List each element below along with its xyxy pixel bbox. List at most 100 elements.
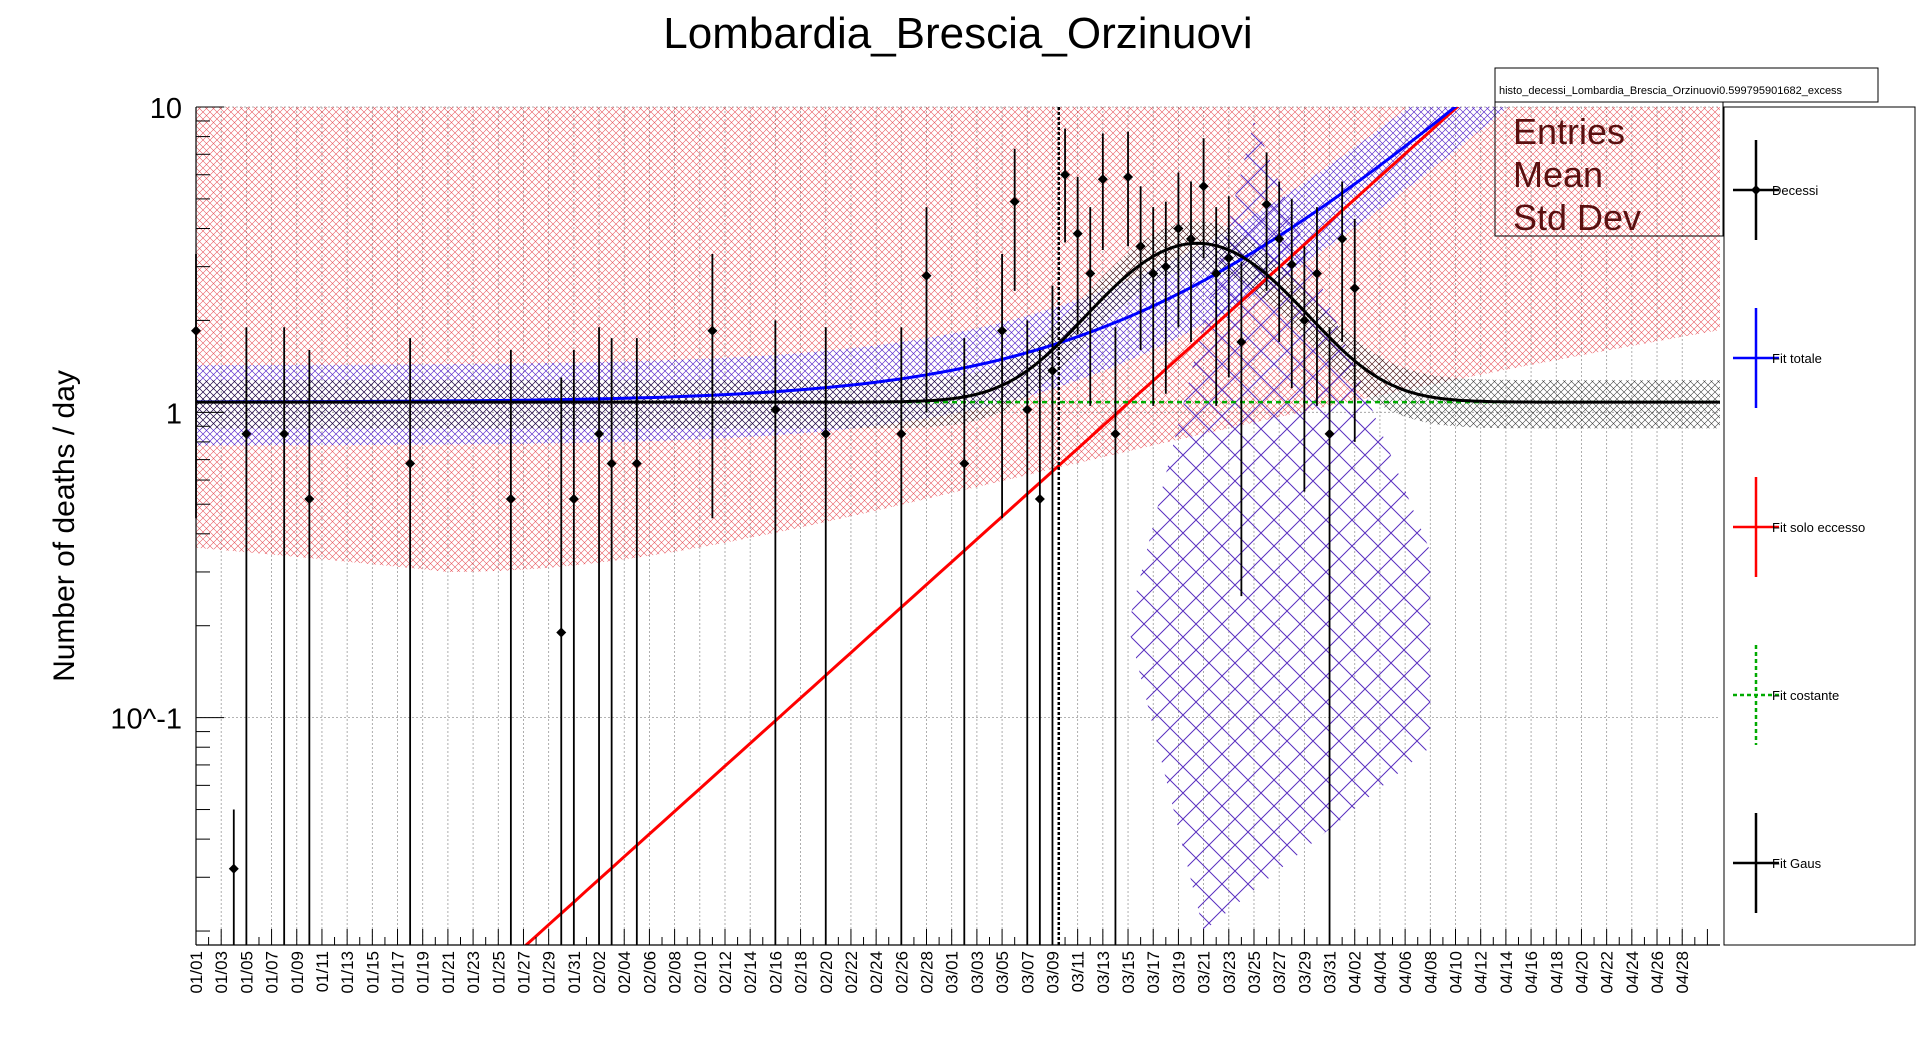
x-tick-label: 04/26 xyxy=(1648,951,1667,994)
x-tick-label: 02/14 xyxy=(741,951,760,994)
data-point-marker xyxy=(304,494,315,505)
data-point-marker xyxy=(1173,223,1184,234)
data-point xyxy=(631,338,642,945)
data-point xyxy=(1022,320,1033,945)
stats-label-mean: Mean xyxy=(1513,154,1603,195)
x-tick-label: 02/24 xyxy=(867,951,886,994)
x-tick-label: 01/05 xyxy=(237,951,256,994)
x-tick-label: 01/29 xyxy=(540,951,559,994)
data-point-marker xyxy=(1097,174,1108,185)
data-point xyxy=(707,254,718,519)
data-point xyxy=(1060,128,1071,243)
legend-entry: Fit Gaus xyxy=(1733,813,1822,913)
data-point-marker xyxy=(820,428,831,439)
data-point xyxy=(1211,207,1222,406)
data-point-marker xyxy=(1186,233,1197,244)
legend-label: Fit solo eccesso xyxy=(1772,520,1865,535)
data-point-marker xyxy=(1337,233,1348,244)
data-point-marker xyxy=(405,458,416,469)
data-point xyxy=(1097,133,1108,251)
legend-marker xyxy=(1751,185,1761,195)
x-tick-label: 01/15 xyxy=(363,951,382,994)
x-tick-label: 04/18 xyxy=(1547,951,1566,994)
data-point-marker xyxy=(594,428,605,439)
data-point-marker xyxy=(1060,169,1071,180)
stats-label-entries: Entries xyxy=(1513,111,1625,152)
x-tick-label: 03/11 xyxy=(1069,951,1088,992)
x-tick-label: 02/28 xyxy=(918,951,937,994)
legend-entry: Fit costante xyxy=(1733,645,1839,745)
data-point xyxy=(1274,181,1285,342)
fit-uncertainty-bands xyxy=(196,107,1720,932)
stats-box: histo_decessi_Lombardia_Brescia_Orzinuov… xyxy=(1494,67,1879,238)
chart-title: Lombardia_Brescia_Orzinuovi xyxy=(663,9,1252,58)
data-point-marker xyxy=(1160,261,1171,272)
x-tick-label: 01/21 xyxy=(439,951,458,994)
data-point-marker xyxy=(568,494,579,505)
data-point xyxy=(1135,186,1146,350)
curve-fit-solo-eccesso xyxy=(523,107,1460,945)
data-point-marker xyxy=(1009,196,1020,207)
x-tick-label: 02/18 xyxy=(792,951,811,994)
data-point xyxy=(505,349,516,945)
data-point-marker xyxy=(1286,259,1297,270)
data-point xyxy=(1009,148,1020,291)
data-point-marker xyxy=(1110,428,1121,439)
x-tick-label: 02/20 xyxy=(817,951,836,994)
x-tick-label: 03/03 xyxy=(968,951,987,994)
x-tick-label: 02/04 xyxy=(615,951,634,994)
legend-entry: Decessi xyxy=(1733,140,1818,240)
x-tick-label: 01/17 xyxy=(389,951,408,994)
data-point-marker xyxy=(228,863,239,874)
x-tick-label: 03/27 xyxy=(1270,951,1289,994)
x-tick-label: 04/16 xyxy=(1522,951,1541,994)
data-point-marker xyxy=(1148,268,1159,279)
fit-curves xyxy=(196,107,1720,945)
data-point xyxy=(1349,218,1360,442)
x-tick-label: 01/25 xyxy=(489,951,508,994)
data-point xyxy=(1286,198,1297,389)
x-tick-label: 02/12 xyxy=(716,951,735,994)
x-tick-label: 03/13 xyxy=(1094,951,1113,994)
x-tick-label: 04/10 xyxy=(1447,951,1466,994)
legend-entry: Fit solo eccesso xyxy=(1733,477,1865,577)
data-point xyxy=(279,327,290,945)
data-point xyxy=(1299,246,1310,492)
data-point xyxy=(228,809,239,945)
x-tick-label: 03/31 xyxy=(1321,951,1340,994)
data-point-marker xyxy=(1311,268,1322,279)
data-point xyxy=(959,338,970,945)
stats-box-name: histo_decessi_Lombardia_Brescia_Orzinuov… xyxy=(1499,85,1843,97)
x-tick-label: 04/24 xyxy=(1623,951,1642,994)
data-point-marker xyxy=(1261,199,1272,210)
data-point-marker xyxy=(279,428,290,439)
stats-label-stddev: Std Dev xyxy=(1513,197,1641,238)
x-tick-label: 04/28 xyxy=(1673,951,1692,994)
x-tick-label: 01/31 xyxy=(565,951,584,994)
x-tick-label: 04/06 xyxy=(1396,951,1415,994)
data-point-marker xyxy=(606,458,617,469)
x-tick-label: 04/20 xyxy=(1572,951,1591,994)
legend-label: Decessi xyxy=(1772,183,1818,198)
data-point xyxy=(1311,207,1322,406)
data-point xyxy=(405,338,416,945)
data-point xyxy=(997,254,1008,519)
data-point-marker xyxy=(1223,253,1234,264)
data-point xyxy=(1223,196,1234,378)
x-tick-label: 03/17 xyxy=(1144,951,1163,994)
data-point-marker xyxy=(1022,404,1033,415)
x-tick-label: 02/02 xyxy=(590,951,609,994)
x-tick-label: 03/29 xyxy=(1295,951,1314,994)
x-tick-label: 01/27 xyxy=(514,951,533,994)
data-point xyxy=(568,349,579,945)
data-point-marker xyxy=(959,458,970,469)
x-tick-label: 01/19 xyxy=(414,951,433,994)
data-point-marker xyxy=(1299,315,1310,326)
legend-label: Fit totale xyxy=(1772,351,1822,366)
x-tick-label: 03/07 xyxy=(1018,951,1037,994)
data-point-marker xyxy=(1198,181,1209,192)
x-tick-label: 04/14 xyxy=(1497,951,1516,994)
data-point xyxy=(606,338,617,945)
data-point xyxy=(1085,207,1096,406)
